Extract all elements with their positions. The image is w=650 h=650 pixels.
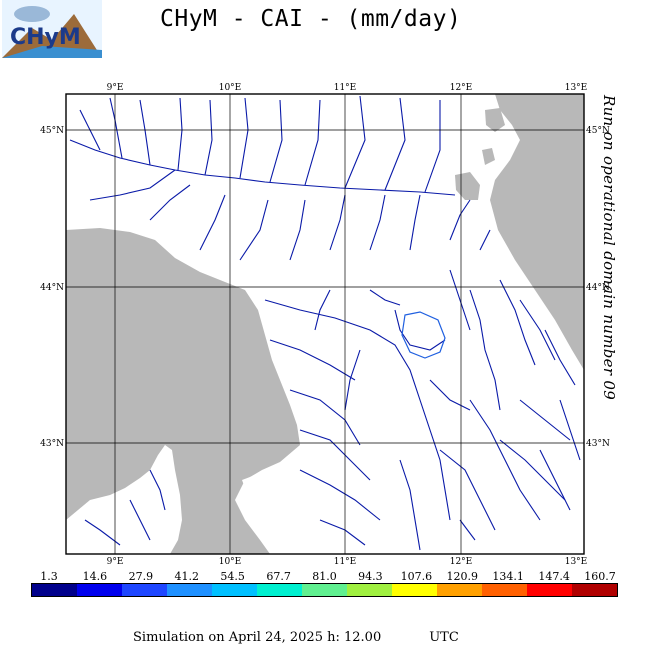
lon-label: 12°E — [450, 557, 473, 567]
lat-label: 44°N — [586, 283, 610, 293]
side-note: Run on operational domain number 09 — [600, 95, 640, 555]
lat-label: 45°N — [586, 126, 610, 136]
colorbar-value: 94.3 — [358, 570, 383, 583]
domain-note: Run on operational domain number 09 — [600, 95, 618, 401]
lon-labels-bottom: 9°E 10°E 11°E 12°E 13°E — [107, 557, 588, 567]
map-frame — [65, 93, 585, 555]
lat-label: 44°N — [40, 283, 64, 293]
colorbar-segment — [257, 584, 302, 596]
lon-labels-top: 9°E 10°E 11°E 12°E 13°E — [107, 83, 588, 93]
river-network — [69, 95, 581, 551]
colorbar-segment — [302, 584, 347, 596]
colorbar-value: 107.6 — [400, 570, 433, 583]
lat-label: 43°N — [586, 439, 610, 449]
colorbar-value: 1.3 — [40, 570, 58, 583]
colorbar-value: 147.4 — [538, 570, 570, 583]
colorbar-segment — [212, 584, 257, 596]
colorbar-value: 54.5 — [220, 570, 245, 583]
colorbar-segment — [347, 584, 392, 596]
page-title: CHyM - CAI - (mm/day) — [160, 6, 462, 32]
lon-label: 9°E — [107, 83, 124, 93]
colorbar-value: 81.0 — [312, 570, 337, 583]
graticule — [66, 94, 584, 554]
chym-logo: CHyM — [2, 0, 102, 58]
colorbar-value: 160.7 — [584, 570, 616, 583]
colorbar-segment — [482, 584, 527, 596]
lagoon — [482, 148, 495, 165]
colorbar-segment — [437, 584, 482, 596]
simulation-date: Simulation on April 24, 2025 h: 12.00 — [133, 630, 382, 645]
lon-label: 13°E — [565, 83, 588, 93]
logo-text: CHyM — [10, 25, 81, 50]
colorbar-segment — [122, 584, 167, 596]
lat-labels-left: 45°N 44°N 43°N — [40, 126, 64, 449]
elba-island — [242, 470, 282, 488]
colorbar-value: 120.9 — [446, 570, 479, 583]
tyrrhenian-sea — [66, 228, 300, 554]
colorbar-segment — [527, 584, 572, 596]
lat-label: 43°N — [40, 439, 64, 449]
lon-label: 11°E — [334, 557, 357, 567]
colorbar-segment — [572, 584, 617, 596]
colorbar-value: 41.2 — [174, 570, 200, 583]
lagoon — [485, 108, 505, 132]
colorbar-segment — [32, 584, 77, 596]
colorbar-segment — [167, 584, 212, 596]
colorbar-values: 1.3 14.6 27.9 41.2 54.5 67.7 81.0 94.3 107.6 120.… — [0, 570, 650, 583]
lat-labels-right: 45°N 44°N 43°N — [586, 126, 610, 449]
lon-label: 10°E — [219, 557, 242, 567]
colorbar-value: 134.1 — [492, 570, 524, 583]
lon-label: 12°E — [450, 83, 473, 93]
colorbar — [31, 583, 618, 597]
lon-label: 11°E — [334, 83, 357, 93]
footer: Simulation on April 24, 2025 h: 12.00 UTC — [133, 630, 459, 645]
colorbar-value: 27.9 — [128, 570, 154, 583]
colorbar-value: 67.7 — [266, 570, 291, 583]
colorbar-segment — [77, 584, 122, 596]
lat-label: 45°N — [40, 126, 64, 136]
lake — [401, 311, 446, 359]
lon-label: 10°E — [219, 83, 242, 93]
colorbar-value: 14.6 — [82, 570, 108, 583]
lon-label: 13°E — [565, 557, 588, 567]
colorbar-segment — [392, 584, 437, 596]
adriatic-sea — [490, 94, 584, 370]
lon-label: 9°E — [107, 557, 124, 567]
timezone: UTC — [429, 630, 459, 645]
